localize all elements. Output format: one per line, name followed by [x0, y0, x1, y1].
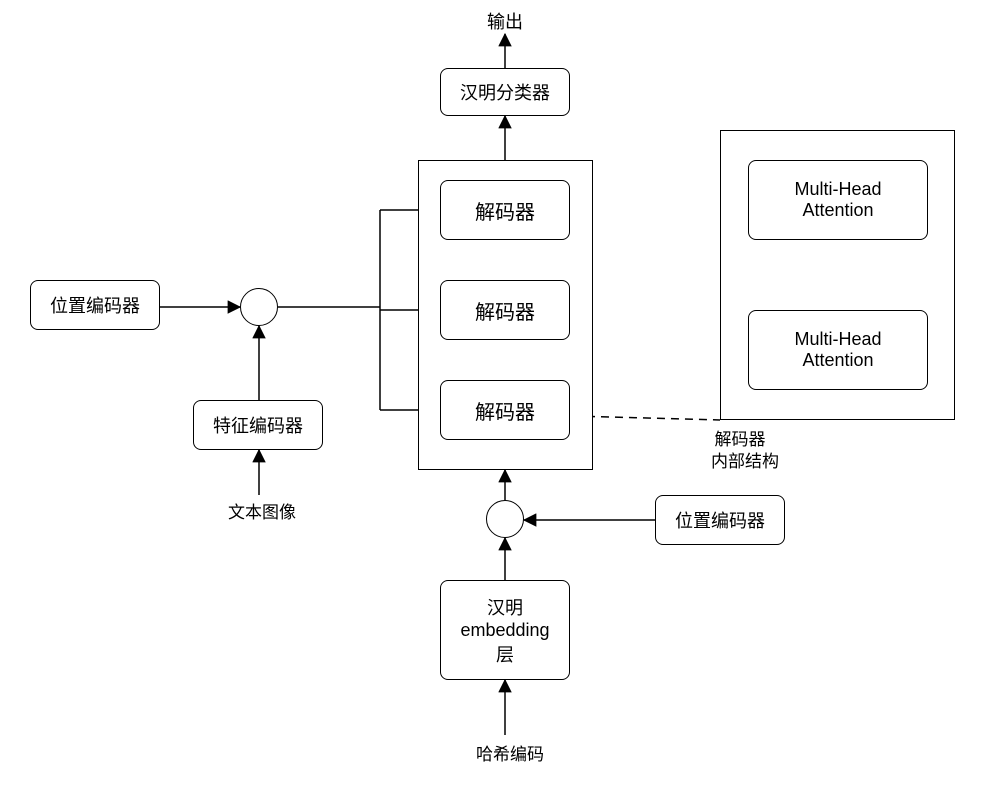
- decoder-box-3: 解码器: [440, 180, 570, 240]
- hash-code-label: 哈希编码: [460, 740, 560, 765]
- feature-encoder-box: 特征编码器: [193, 400, 323, 450]
- text-image-label: 文本图像: [222, 498, 302, 523]
- mha-bottom-box: Multi-Head Attention: [748, 310, 928, 390]
- position-encoder-right-box: 位置编码器: [655, 495, 785, 545]
- output-label: 输出: [475, 8, 535, 34]
- decoder-box-1: 解码器: [440, 380, 570, 440]
- mha-top-box: Multi-Head Attention: [748, 160, 928, 240]
- hamming-embedding-box: 汉明 embedding 层: [440, 580, 570, 680]
- decoder-box-2: 解码器: [440, 280, 570, 340]
- sum-node-left: [240, 288, 278, 326]
- hamming-classifier-box: 汉明分类器: [440, 68, 570, 116]
- edge-dashed-dec1-to-detail: [573, 416, 720, 420]
- position-encoder-left-box: 位置编码器: [30, 280, 160, 330]
- decoder-internal-label-2: 内部结构: [700, 447, 790, 472]
- sum-node-bottom: [486, 500, 524, 538]
